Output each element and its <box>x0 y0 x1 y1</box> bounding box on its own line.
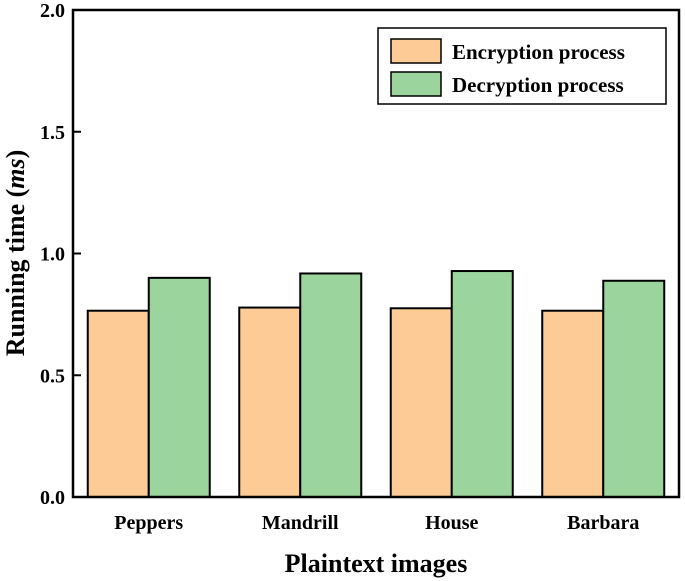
bar-decryption-house <box>450 270 514 499</box>
y-axis-title-prefix: Running time ( <box>1 189 30 357</box>
x-axis-title: Plaintext images <box>285 549 468 578</box>
y-axis: 0.0 0.5 1.0 1.5 2.0 <box>40 0 81 509</box>
x-tick-label-barbara: Barbara <box>567 512 639 534</box>
bar-encryption-house <box>389 307 453 498</box>
y-tick-label: 1.5 <box>40 122 65 144</box>
legend-label-decryption: Decryption process <box>452 73 624 97</box>
legend-swatch-encryption <box>390 38 442 64</box>
y-tick-label: 2.0 <box>40 0 65 22</box>
y-axis-title-unit: ms <box>1 158 30 188</box>
x-tick-label-mandrill: Mandrill <box>262 512 339 534</box>
y-tick-label: 0.5 <box>40 365 65 387</box>
legend-swatch-decryption <box>390 71 442 97</box>
bar-decryption-peppers <box>147 276 211 498</box>
x-tick-label-peppers: Peppers <box>114 512 183 534</box>
bar-encryption-peppers <box>86 309 150 498</box>
y-axis-title-suffix: ) <box>1 150 30 159</box>
legend: Encryption process Decryption process <box>377 27 667 105</box>
bar-decryption-barbara <box>602 279 666 498</box>
legend-label-encryption: Encryption process <box>452 40 625 64</box>
y-tick-label: 0.0 <box>40 487 65 509</box>
y-axis-title: Running time (ms) <box>1 150 30 357</box>
x-axis: Peppers Mandrill House Barbara <box>114 512 639 534</box>
y-tick-label: 1.0 <box>40 244 65 266</box>
bars-layer <box>86 270 666 499</box>
bar-decryption-mandrill <box>299 272 363 499</box>
x-tick-label-house: House <box>425 512 478 534</box>
bar-encryption-barbara <box>541 309 605 498</box>
bar-encryption-mandrill <box>238 306 302 498</box>
